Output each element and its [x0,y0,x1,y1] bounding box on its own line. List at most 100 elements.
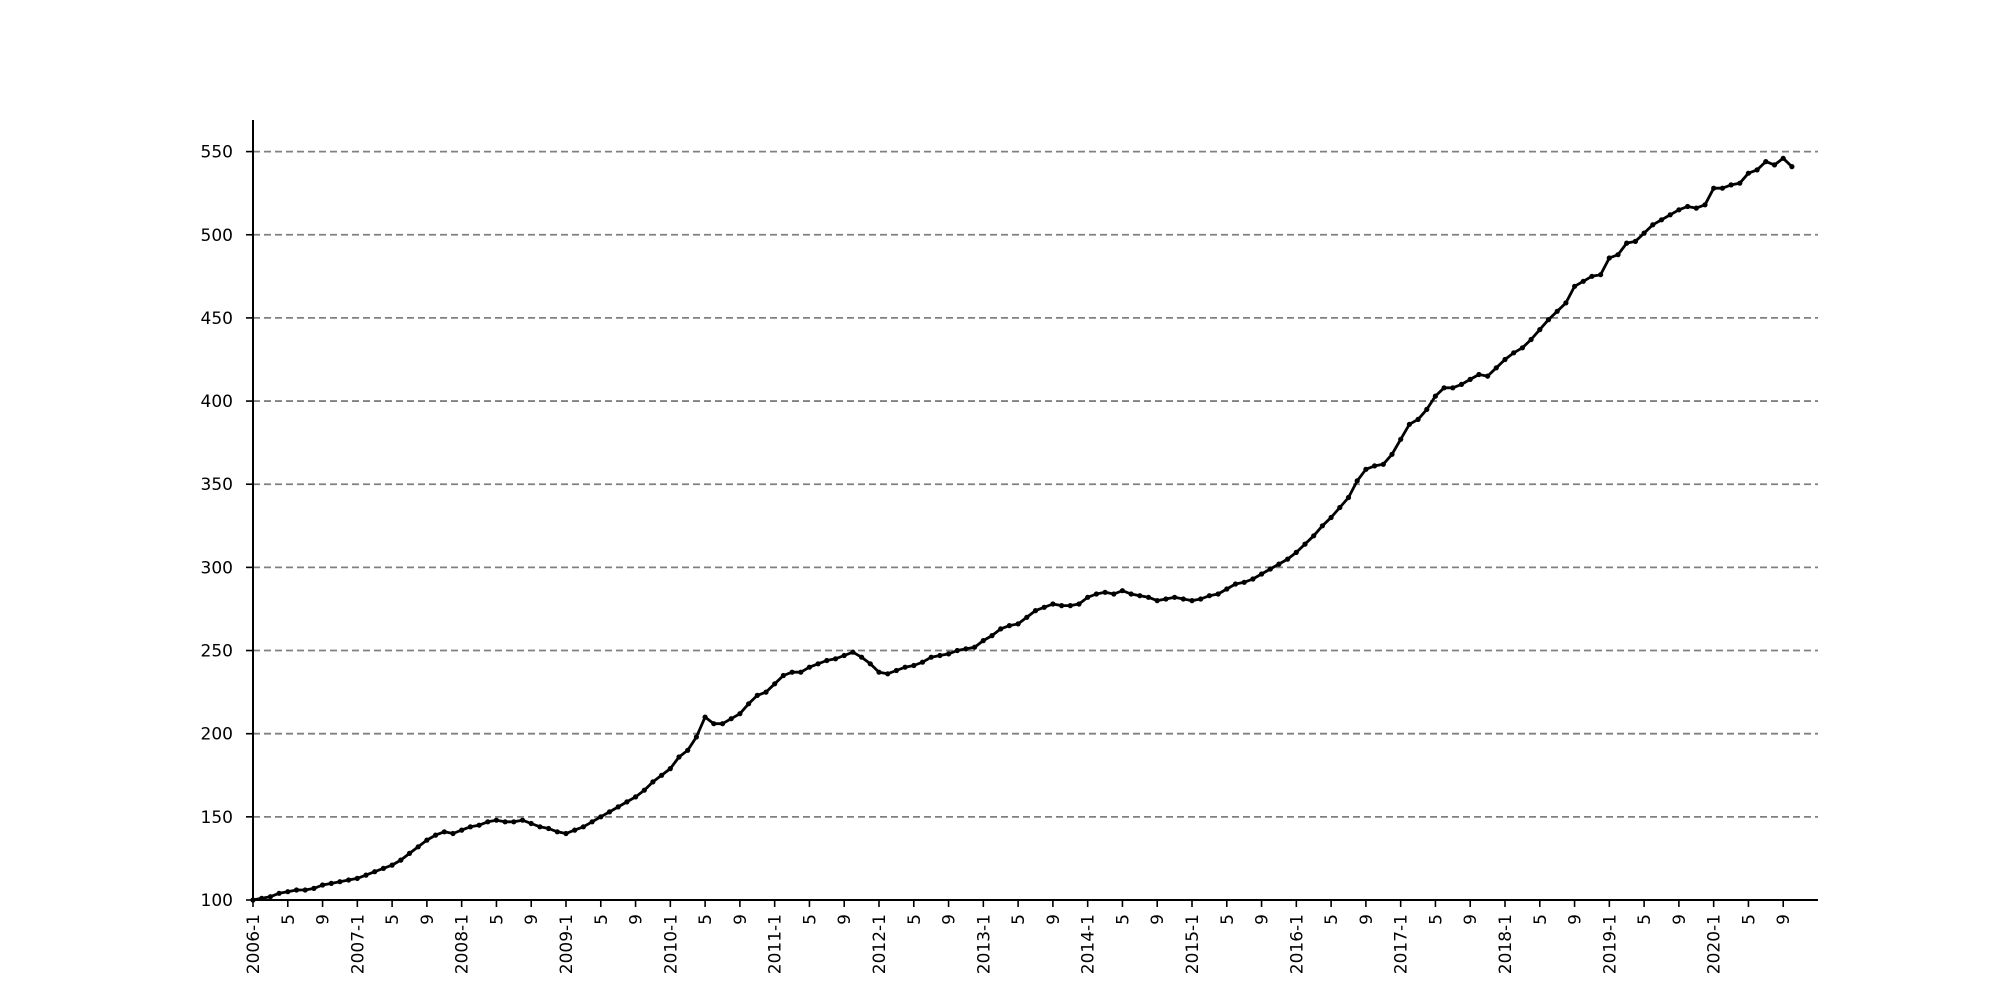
data-point [972,644,978,650]
x-tick-label: 9 [1670,914,1690,925]
data-point [1215,591,1221,597]
data-point [832,656,839,662]
x-tick-label: 2020-1 [1705,914,1725,974]
data-point [1024,614,1030,620]
x-tick-label: 2008-1 [453,914,473,974]
data-point [893,667,900,674]
data-point [398,857,404,863]
series-layer [250,155,1795,903]
data-point [772,681,778,687]
x-tick-label: 9 [1253,914,1273,925]
data-point [1485,373,1491,379]
x-tick-label: 9 [1461,914,1481,925]
data-point [476,822,482,828]
x-tick-label: 9 [835,914,855,925]
data-point [1598,272,1604,278]
x-tick-label: 5 [1113,914,1133,925]
data-point [1528,336,1534,343]
x-tick-label: 2012-1 [870,914,890,974]
data-point [354,875,360,882]
x-tick-label: 2015-1 [1183,914,1203,974]
x-tick-label: 5 [1009,914,1029,925]
data-point [850,649,856,655]
data-point [754,692,760,699]
data-point [1041,604,1047,610]
data-point [1337,504,1343,511]
data-point [1032,608,1039,614]
data-point [937,652,943,659]
data-point [563,830,569,837]
grid-lines [253,150,1818,818]
data-point [1632,238,1638,244]
data-point [1676,207,1682,213]
data-point [424,837,430,843]
data-point [1728,182,1734,188]
data-point [1180,596,1186,602]
x-tick-label: 5 [696,914,716,925]
data-point [450,830,456,837]
data-point [728,716,734,722]
data-point [1641,230,1647,236]
data-point [1189,598,1195,604]
data-point [1589,273,1595,279]
x-tick-label: 9 [1148,914,1168,925]
x-tick-label: 2011-1 [766,914,786,974]
data-point [1128,591,1134,597]
data-point [328,880,334,887]
data-point [502,819,508,825]
data-point [572,827,578,833]
data-point [1067,603,1073,609]
data-point [1145,594,1152,600]
data-point [737,711,743,717]
x-tick-label: 2019-1 [1600,914,1620,974]
data-point [963,646,969,652]
data-point [1119,588,1125,594]
data-point [1224,586,1230,592]
data-point [1476,371,1482,378]
data-point [1711,185,1717,191]
x-tick-label: 9 [1357,914,1377,925]
data-point [911,662,917,669]
x-tick-label: 2017-1 [1392,914,1412,974]
x-tick-label: 2010-1 [661,914,681,974]
data-point [1102,589,1108,595]
data-point [1093,591,1099,597]
data-point [528,820,534,827]
x-tick-label: 2016-1 [1287,914,1307,974]
data-point [1241,579,1247,585]
data-point [624,799,630,805]
series-line [252,156,1793,902]
data-point [267,894,273,900]
data-point [806,664,813,670]
x-tick-label: 2007-1 [348,914,368,974]
x-tick-label: 9 [418,914,438,925]
x-tick-label: 5 [1739,914,1759,925]
x-tick-label: 5 [487,914,507,925]
data-point [1076,601,1082,607]
data-point [511,819,517,825]
data-point [1450,385,1456,391]
data-point [1554,308,1560,314]
data-point [1259,571,1265,577]
data-point [1615,252,1621,258]
data-point [433,832,439,838]
data-point [919,659,926,665]
data-point [380,865,386,872]
data-point [1198,596,1204,602]
data-point [1754,167,1760,173]
data-point [1719,185,1725,191]
x-tick-label: 5 [1426,914,1446,925]
data-point [406,850,413,857]
data-point [1624,240,1630,246]
x-tick-label: 2018-1 [1496,914,1516,974]
data-point [980,638,986,644]
data-point [1311,533,1317,539]
y-tick-label: 550 [201,143,233,163]
x-tick-label: 9 [522,914,542,925]
data-point [580,824,587,830]
data-point [876,669,882,675]
data-point [1389,451,1395,457]
data-point [1354,478,1360,484]
